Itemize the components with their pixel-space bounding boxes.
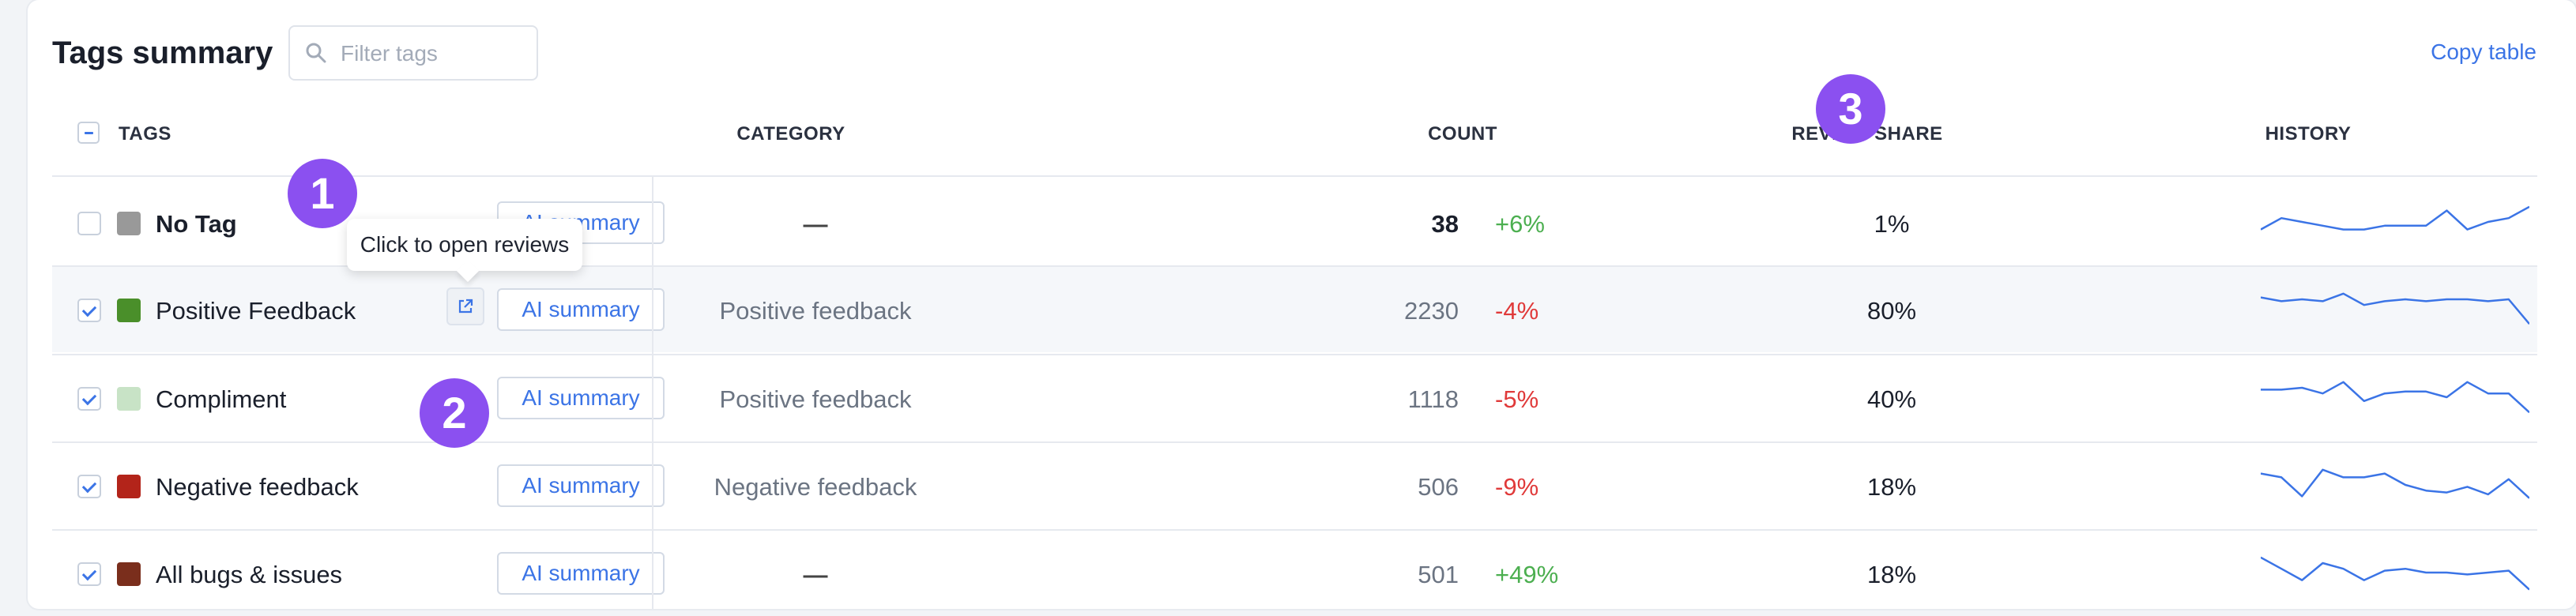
column-header-history[interactable]: HISTORY (2265, 123, 2352, 145)
review-share: 18% (1866, 561, 1917, 588)
count-change: -5% (1495, 385, 1539, 413)
table-row[interactable]: Positive Feedback AI summary Positive feed… (52, 267, 2537, 352)
column-header-category[interactable]: CATEGORY (736, 123, 845, 145)
column-header-tags[interactable]: TAGS (119, 123, 171, 145)
header-divider (52, 175, 2537, 177)
tag-name[interactable]: Compliment (156, 385, 287, 413)
tag-category: Positive feedback (719, 385, 912, 413)
table-row[interactable]: Compliment AI summary Positive feedback 111… (52, 355, 2537, 441)
history-line (2261, 381, 2529, 414)
history-line (2261, 292, 2529, 325)
history-sparkline (2261, 556, 2529, 591)
review-share: 40% (1866, 385, 1917, 413)
row-divider (52, 441, 2537, 443)
tag-category: Negative feedback (714, 473, 917, 501)
open-reviews-tooltip: Click to open reviews (347, 219, 582, 271)
review-share: 1% (1874, 210, 1910, 238)
search-icon (306, 43, 326, 63)
count-change: +6% (1495, 210, 1545, 238)
row-checkbox[interactable] (77, 475, 101, 498)
annotation-marker-2: 2 (420, 378, 489, 448)
tag-color-swatch (117, 562, 141, 586)
row-checkbox[interactable] (77, 562, 101, 586)
tag-color-swatch (117, 212, 141, 235)
review-share: 18% (1866, 473, 1917, 501)
count-change: -4% (1495, 297, 1539, 325)
copy-table-link[interactable]: Copy table (2431, 39, 2536, 64)
annotation-marker-3: 3 (1816, 74, 1885, 144)
history-sparkline (2261, 292, 2529, 325)
tags-summary-card: Tags summary Copy table TAGS CATEGORY CO… (28, 0, 2576, 609)
ai-summary-button[interactable]: AI summary (497, 377, 665, 419)
tag-category: — (803, 561, 828, 588)
tag-name[interactable]: All bugs & issues (156, 561, 343, 588)
annotation-marker-1: 1 (288, 159, 357, 228)
tag-category: — (803, 210, 828, 238)
ai-summary-button[interactable]: AI summary (497, 464, 665, 507)
row-divider (52, 265, 2537, 267)
tag-count: 506 (1418, 473, 1459, 501)
tag-color-swatch (117, 299, 141, 322)
row-checkbox[interactable] (77, 299, 101, 322)
row-checkbox[interactable] (77, 212, 101, 235)
row-divider (52, 529, 2537, 531)
page-title: Tags summary (52, 36, 273, 70)
history-sparkline (2261, 205, 2529, 231)
tag-color-swatch (117, 475, 141, 498)
row-divider (52, 354, 2537, 355)
open-reviews-button[interactable] (446, 287, 484, 325)
history-sparkline (2261, 381, 2529, 414)
ai-summary-button[interactable]: AI summary (497, 552, 665, 595)
column-divider (652, 175, 653, 609)
table-row[interactable]: All bugs & issues AI summary — 501 +49% 18% (52, 531, 2537, 616)
count-change: -9% (1495, 473, 1539, 501)
row-checkbox[interactable] (77, 387, 101, 411)
tag-name[interactable]: No Tag (156, 210, 237, 238)
tag-count: 38 (1431, 210, 1459, 238)
column-header-count[interactable]: COUNT (1428, 123, 1497, 145)
count-change: +49% (1495, 561, 1559, 588)
history-sparkline (2261, 468, 2529, 499)
table-row[interactable]: Negative feedback AI summary Negative feed… (52, 443, 2537, 528)
tag-count: 2230 (1404, 297, 1459, 325)
history-line (2261, 205, 2529, 231)
external-link-icon (458, 299, 473, 314)
tag-color-swatch (117, 387, 141, 411)
history-line (2261, 468, 2529, 499)
ai-summary-button[interactable]: AI summary (497, 288, 665, 331)
review-share: 80% (1866, 297, 1917, 325)
tag-count: 1118 (1407, 385, 1459, 413)
tag-name[interactable]: Positive Feedback (156, 297, 356, 325)
filter-tags-field[interactable] (288, 25, 538, 81)
tag-name[interactable]: Negative feedback (156, 473, 359, 501)
select-all-checkbox[interactable] (77, 122, 100, 144)
tag-category: Positive feedback (719, 297, 912, 325)
filter-tags-input[interactable] (339, 38, 532, 69)
history-line (2261, 556, 2529, 591)
tag-count: 501 (1418, 561, 1459, 588)
